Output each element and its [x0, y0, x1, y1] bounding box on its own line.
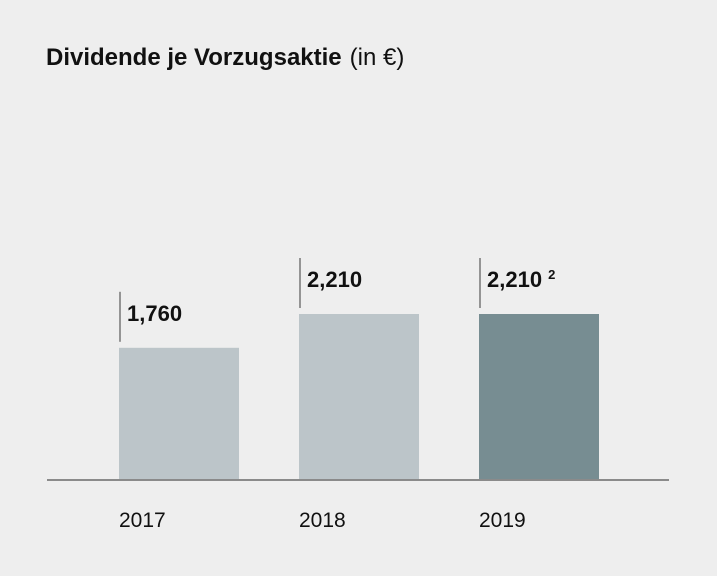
x-tick-label-2018: 2018 — [299, 509, 346, 532]
chart-title: Dividende je Vorzugsaktie — [46, 44, 342, 71]
x-tick-label-2017: 2017 — [119, 509, 166, 532]
bar-2017 — [119, 347, 239, 480]
x-tick-label-2019: 2019 — [479, 509, 526, 532]
data-label-2017: 1,760 — [127, 301, 182, 326]
data-label-2018: 2,210 — [307, 267, 362, 292]
footnote-marker: 2 — [548, 267, 555, 282]
bar-2019 — [479, 314, 599, 480]
bar-2018 — [299, 314, 419, 480]
leader-lines-group — [119, 258, 481, 342]
chart-unit: (in €) — [349, 44, 405, 71]
chart-title-row: Dividende je Vorzugsaktie (in €) — [46, 44, 404, 72]
bars-group — [119, 314, 599, 480]
data-label-2019: 2,210 2 — [487, 267, 555, 292]
x-tick-labels-group: 2017 2018 2019 — [119, 509, 526, 532]
